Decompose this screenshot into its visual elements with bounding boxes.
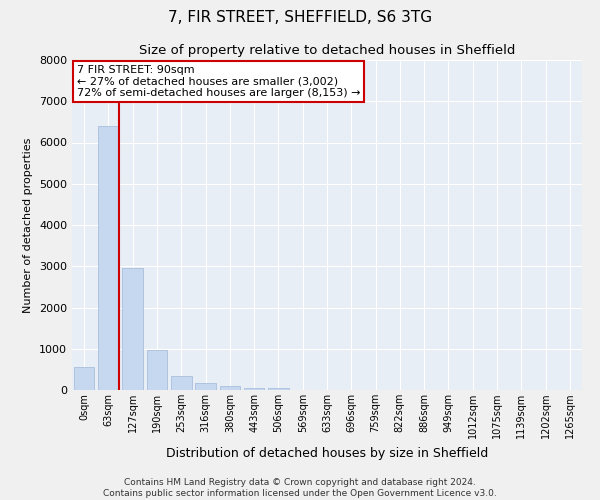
Bar	[195, 383, 216, 390]
Bar	[146, 350, 167, 390]
Title: Size of property relative to detached houses in Sheffield: Size of property relative to detached ho…	[139, 44, 515, 58]
Text: Contains HM Land Registry data © Crown copyright and database right 2024.
Contai: Contains HM Land Registry data © Crown c…	[103, 478, 497, 498]
Text: 7, FIR STREET, SHEFFIELD, S6 3TG: 7, FIR STREET, SHEFFIELD, S6 3TG	[168, 10, 432, 25]
Bar	[244, 388, 265, 390]
Text: 7 FIR STREET: 90sqm
← 27% of detached houses are smaller (3,002)
72% of semi-det: 7 FIR STREET: 90sqm ← 27% of detached ho…	[77, 65, 361, 98]
Bar	[171, 376, 191, 390]
Bar	[98, 126, 119, 390]
Bar	[122, 268, 143, 390]
X-axis label: Distribution of detached houses by size in Sheffield: Distribution of detached houses by size …	[166, 446, 488, 460]
Y-axis label: Number of detached properties: Number of detached properties	[23, 138, 34, 312]
Bar	[74, 368, 94, 390]
Bar	[220, 386, 240, 390]
Bar	[268, 388, 289, 390]
